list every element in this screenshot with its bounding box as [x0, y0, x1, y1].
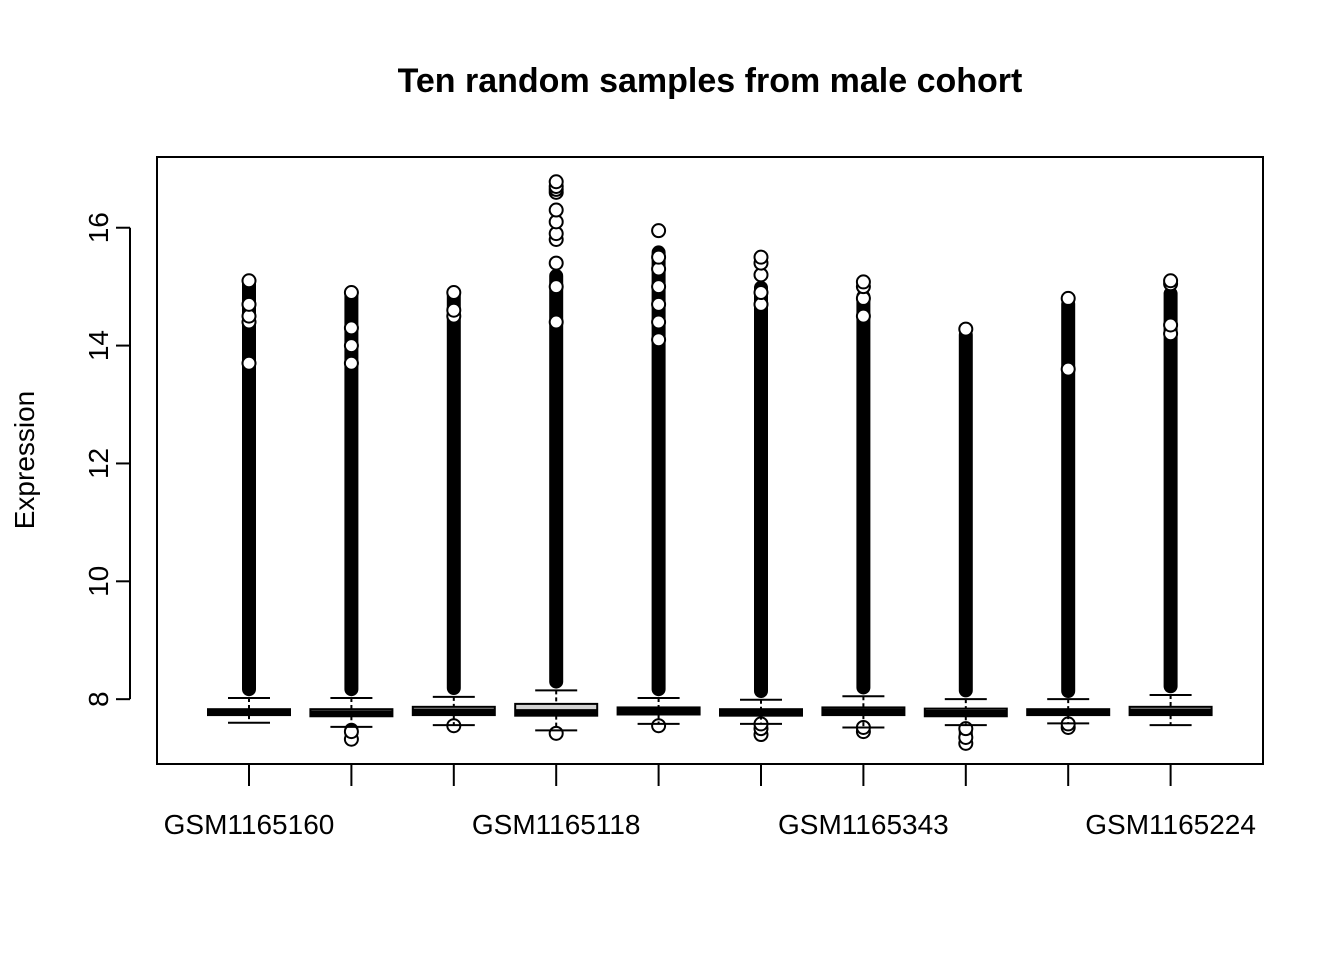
outlier-point	[343, 320, 359, 336]
box-2	[309, 285, 394, 747]
outlier-point	[548, 174, 564, 190]
outlier-column-high	[344, 285, 359, 697]
outlier-column-high	[1061, 297, 1076, 698]
plot-frame	[156, 156, 1264, 765]
x-axis: GSM1165160 GSM1165118 GSM1165343 GSM1165224	[164, 764, 1256, 840]
outlier-point	[1163, 273, 1179, 289]
outlier-point	[651, 332, 667, 348]
outlier-point	[651, 314, 667, 330]
outlier-point	[1060, 290, 1076, 306]
box-7	[821, 274, 906, 740]
outlier-point	[651, 279, 667, 295]
outlier-point	[241, 273, 257, 289]
outlier-point	[241, 355, 257, 371]
outlier-column-high	[446, 287, 461, 696]
box-4	[514, 174, 599, 741]
outlier-point	[343, 338, 359, 354]
outlier-point	[1060, 361, 1076, 377]
outlier-column-high	[549, 268, 564, 689]
outlier-point	[651, 718, 667, 734]
outlier-column-high	[242, 273, 256, 697]
box-9	[1026, 290, 1111, 735]
x-tick-label: GSM1165224	[1085, 809, 1256, 840]
outlier-point	[446, 302, 462, 318]
outlier-point	[548, 279, 564, 295]
outlier-point	[548, 255, 564, 271]
y-tick-label: 12	[83, 448, 114, 479]
box-10	[1128, 273, 1213, 727]
box-1	[207, 273, 291, 724]
y-axis-label: Expression	[9, 391, 40, 530]
outlier-point	[651, 223, 667, 239]
outlier-column-high	[958, 327, 973, 698]
y-axis: 8 10 12 14 16	[83, 212, 131, 707]
outlier-point	[958, 321, 974, 337]
box-5	[616, 223, 701, 734]
box-8	[923, 321, 1008, 751]
x-tick-label: GSM1165118	[472, 809, 641, 840]
outlier-column-high	[1163, 286, 1178, 694]
outlier-point	[1163, 317, 1179, 333]
outlier-point	[548, 725, 564, 741]
outlier-point	[855, 274, 871, 290]
y-tick-label: 16	[83, 212, 114, 243]
outlier-column-high	[651, 245, 666, 697]
y-tick-label: 8	[83, 691, 114, 707]
x-tick-label: GSM1165160	[164, 809, 335, 840]
outlier-point	[651, 249, 667, 265]
outlier-column-high	[856, 289, 871, 695]
y-tick-label: 14	[83, 330, 114, 361]
outlier-point	[651, 296, 667, 312]
outlier-point	[241, 296, 257, 312]
y-tick-label: 10	[83, 566, 114, 597]
outlier-point	[753, 249, 769, 265]
x-tick-label: GSM1165343	[778, 809, 949, 840]
chart-title: Ten random samples from male cohort	[398, 62, 1023, 100]
box-6	[719, 249, 803, 743]
boxes-group	[207, 174, 1213, 751]
box-3	[411, 285, 496, 734]
outlier-point	[343, 355, 359, 371]
outlier-point	[548, 202, 564, 218]
outlier-point	[548, 314, 564, 330]
outlier-column-high	[754, 280, 768, 698]
outlier-point	[446, 285, 462, 301]
outlier-point	[753, 285, 769, 301]
outlier-point	[855, 308, 871, 324]
outlier-point	[343, 285, 359, 301]
